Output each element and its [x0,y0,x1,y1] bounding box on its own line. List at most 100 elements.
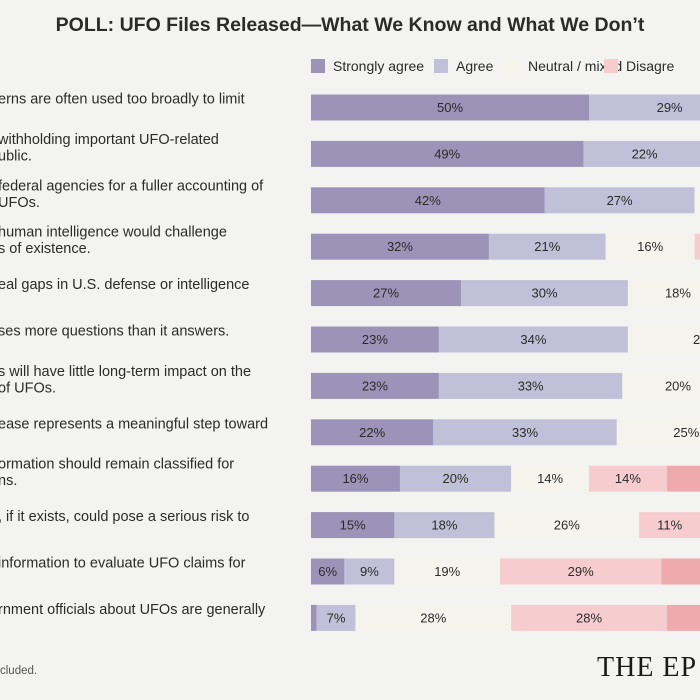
question-label: ublic. [0,148,32,164]
bar-segment [694,187,700,214]
question-label: ses more questions than it answers. [0,324,229,340]
bar-segment [433,419,617,446]
bar-segment [438,372,623,399]
question-label: withholding important UFO-related [0,132,219,148]
segment-label: 19% [434,564,460,579]
segment-label: 33% [512,425,538,440]
bar-segment [311,233,489,260]
question-label: s of existence. [0,241,91,257]
segment-label: 26% [554,518,580,533]
bar-segment [694,233,700,260]
bar-segment [311,94,589,121]
bar-segment [311,419,434,446]
segment-label: 30% [532,286,558,301]
publisher-logo: THE EP [597,652,698,683]
question-label: ease represents a meaningful step toward [0,416,268,432]
bar-segment [311,140,584,167]
bar-segment [394,512,495,539]
bar-segment [666,465,700,492]
segment-label: 50% [437,100,463,115]
segment-label: 22% [359,425,385,440]
bar-segment [311,280,462,307]
bar-segment [311,187,545,214]
legend-label: Neutral / mixed [528,58,623,74]
question-label: human intelligence would challenge [0,225,227,241]
bar-segment [616,419,700,446]
bar-segment [622,372,700,399]
legend-item: Agree [434,56,493,76]
legend-item: Neutral / mixed [506,56,622,76]
segment-label: 20% [665,378,691,393]
bar-segment [661,558,700,585]
bar-segment [500,558,662,585]
segment-label: 29% [568,564,594,579]
segment-label: 20% [443,471,469,486]
bar-segment [311,604,317,631]
legend-swatch [311,59,325,73]
segment-label: 32% [387,239,413,254]
bar-segment [589,94,700,121]
segment-label: 11% [657,518,682,533]
bar-segment [311,465,400,492]
segment-label: 14% [615,471,641,486]
segment-label: 25% [673,425,699,440]
bar-segment [589,465,667,492]
segment-label: 33% [518,378,544,393]
segment-label: 6% [318,564,337,579]
legend-label: Strongly agree [333,58,425,74]
segment-label: 23% [362,378,388,393]
bar-segment [461,280,628,307]
question-label: information to evaluate UFO claims for [0,556,246,572]
legend-label: Disagre [626,58,675,74]
bar-segment [511,465,589,492]
segment-label: 27% [607,193,633,208]
question-label: s will have little long-term impact on t… [0,364,251,380]
segment-label: 9% [360,564,379,579]
bar-segment [488,233,606,260]
bar-segment [666,604,700,631]
question-label: of UFOs. [0,380,56,396]
legend-item: Strongly agree [311,56,424,76]
bar-segment [311,512,395,539]
legend: Strongly agree Agree Neutral / mixed Disagr… [0,56,700,76]
segment-label: 23% [362,332,388,347]
segment-label: 18% [431,518,457,533]
segment-label: 28% [420,610,446,625]
question-label: ormation should remain classified for [0,457,234,473]
segment-label: 16% [342,471,368,486]
question-label: ns. [0,473,17,489]
legend-swatch [434,59,448,73]
segment-label: 21% [534,239,560,254]
segment-label: 22% [632,146,658,161]
bar-segment [399,465,512,492]
bar-segment [627,280,700,307]
segment-label: 18% [665,286,691,301]
segment-label: 49% [434,146,460,161]
bar-segment [583,140,700,167]
segment-label: 42% [415,193,441,208]
question-label: UFOs. [0,195,40,211]
legend-item: Disagre [604,56,674,76]
segment-label: 29% [657,100,683,115]
question-label: erns are often used too broadly to limit [0,92,245,108]
segment-label: 15% [340,518,366,533]
segment-label: 28% [576,610,602,625]
question-label: eal gaps in U.S. defense or intelligence [0,277,250,293]
bar-segment [316,604,356,631]
bar-segment [344,558,395,585]
bar-segment [627,326,700,353]
bar-segment [494,512,640,539]
bar-segment [639,512,700,539]
bar-segment [311,326,439,353]
bar-segment [311,372,439,399]
segment-label: 16% [637,239,663,254]
segment-label: 14% [537,471,563,486]
question-label: federal agencies for a fuller accounting… [0,178,264,194]
legend-swatch [506,59,520,73]
question-label: rnment officials about UFOs are generall… [0,602,266,618]
bar-segment [438,326,628,353]
bar-segment [544,187,695,214]
bar-segment [311,558,345,585]
segment-label: 26 [693,332,700,347]
